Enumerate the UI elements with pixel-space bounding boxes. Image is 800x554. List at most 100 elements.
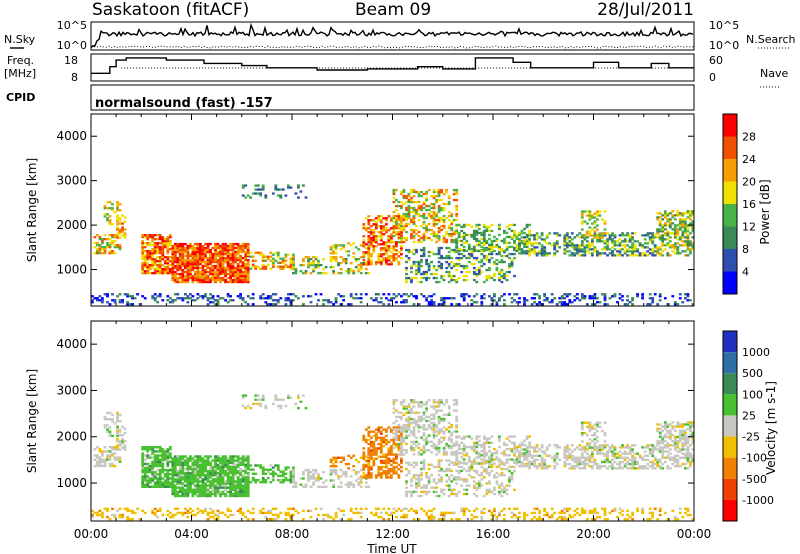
velocity-cell — [364, 438, 368, 442]
power-cell — [505, 270, 509, 274]
power-cell — [663, 244, 667, 247]
power-cell — [445, 246, 449, 250]
power-cell — [251, 265, 255, 268]
velocity-cell — [339, 485, 343, 488]
power-cell — [598, 301, 602, 304]
velocity-cell — [211, 488, 215, 491]
velocity-cell — [445, 484, 449, 487]
power-cell — [608, 252, 612, 255]
velocity-cell — [98, 464, 102, 468]
power-cell — [171, 270, 175, 274]
power-cell — [357, 268, 361, 271]
power-cell — [244, 246, 248, 250]
velocity-cell — [184, 455, 187, 458]
velocity-cell — [221, 471, 225, 475]
power-cell — [204, 250, 207, 254]
velocity-cell — [377, 472, 381, 475]
power-cell — [565, 295, 569, 298]
power-cell — [407, 200, 411, 204]
velocity-cell — [377, 474, 381, 477]
power-cell — [246, 278, 250, 282]
velocity-cell — [392, 443, 396, 446]
velocity-cell — [239, 486, 242, 489]
power-cell — [189, 254, 192, 258]
power-cell — [427, 301, 431, 304]
power-cell — [377, 255, 381, 258]
power-cell — [374, 237, 378, 240]
power-cell — [410, 200, 413, 204]
power-cell — [241, 246, 245, 250]
power-cell — [563, 293, 567, 296]
power-cell — [106, 219, 109, 222]
power-cell — [173, 246, 177, 250]
power-colorbar-frame — [722, 113, 738, 295]
power-cell — [279, 261, 283, 264]
power-cell — [204, 293, 207, 296]
power-cell — [397, 216, 401, 220]
power-cell — [108, 221, 112, 224]
velocity-cell — [382, 455, 386, 458]
power-cell — [658, 252, 662, 255]
velocity-cell — [148, 464, 152, 468]
power-cell — [166, 252, 170, 255]
velocity-cell — [249, 468, 253, 471]
power-cell — [163, 266, 167, 269]
power-cell — [148, 258, 152, 261]
power-cell — [653, 250, 657, 253]
velocity-cell — [231, 467, 235, 471]
velocity-cell — [417, 401, 421, 404]
power-cell — [362, 241, 366, 244]
velocity-cell — [181, 471, 185, 475]
velocity-cell — [407, 403, 411, 406]
velocity-cell — [382, 438, 386, 442]
power-cell — [246, 276, 250, 280]
power-cell — [307, 264, 310, 267]
velocity-cell — [422, 461, 426, 464]
power-cell — [681, 218, 685, 221]
velocity-cell — [425, 438, 428, 441]
power-cell — [206, 242, 210, 246]
power-cell — [432, 218, 436, 222]
power-cell — [684, 218, 687, 221]
power-cell — [565, 236, 569, 239]
power-cell — [673, 230, 677, 233]
velocity-cell — [342, 471, 345, 474]
power-cell — [176, 278, 180, 282]
power-cell — [470, 247, 474, 251]
velocity-cell — [385, 428, 388, 431]
power-cell — [646, 232, 650, 235]
velocity-cell — [427, 424, 431, 427]
power-cell — [425, 216, 428, 220]
power-cell — [201, 256, 205, 260]
velocity-cell — [173, 492, 177, 496]
power-cell — [186, 301, 190, 304]
velocity-cell — [412, 428, 416, 431]
power-cell — [161, 256, 165, 259]
velocity-cell — [435, 426, 438, 429]
velocity-cell — [374, 474, 378, 477]
power-cell — [422, 192, 426, 196]
velocity-cell — [181, 459, 185, 462]
power-cell — [246, 248, 250, 252]
power-cell — [186, 278, 190, 282]
velocity-cell — [176, 486, 180, 489]
power-cell — [661, 218, 665, 221]
power-cell — [322, 272, 325, 275]
power-cell — [244, 254, 248, 258]
power-cell — [146, 264, 150, 267]
power-cell — [663, 222, 667, 225]
power-cell — [244, 272, 248, 276]
velocity-cell — [367, 449, 371, 452]
power-cell — [445, 240, 449, 244]
power-cell — [181, 276, 185, 280]
velocity-cell — [289, 470, 293, 473]
velocity-cell — [364, 485, 368, 488]
power-cell — [123, 234, 127, 237]
power-cell — [101, 248, 104, 251]
power-cell — [565, 293, 569, 296]
power-cell — [163, 240, 167, 243]
power-cell — [332, 272, 335, 275]
power-cell — [121, 214, 124, 217]
velocity-cell — [146, 485, 150, 488]
velocity-cell — [209, 492, 212, 496]
